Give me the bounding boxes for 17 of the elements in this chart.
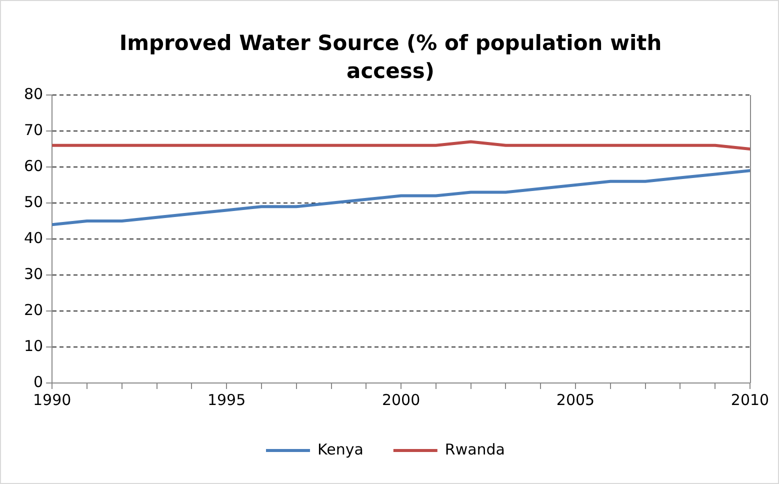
y-tick-label: 60 (24, 156, 44, 175)
x-tick-label: 1990 (32, 390, 72, 409)
legend-label: Kenya (318, 440, 364, 458)
y-tick-label: 70 (24, 120, 44, 139)
x-tick-label: 1995 (207, 390, 246, 409)
y-tick-label: 20 (24, 300, 44, 319)
y-tick-label: 0 (34, 372, 44, 391)
legend-label: Rwanda (444, 440, 506, 458)
x-tick-label: 2010 (730, 390, 770, 409)
y-tick-label: 80 (24, 84, 44, 103)
y-tick-label: 40 (24, 228, 44, 247)
y-tick-label: 30 (24, 264, 44, 283)
y-tick-label: 50 (24, 192, 44, 211)
x-tick-label: 2000 (382, 390, 420, 409)
chart-title: Improved Water Source (% of population with access) (118, 30, 663, 85)
y-tick-label: 10 (24, 336, 44, 355)
x-tick-label: 2005 (556, 390, 595, 409)
